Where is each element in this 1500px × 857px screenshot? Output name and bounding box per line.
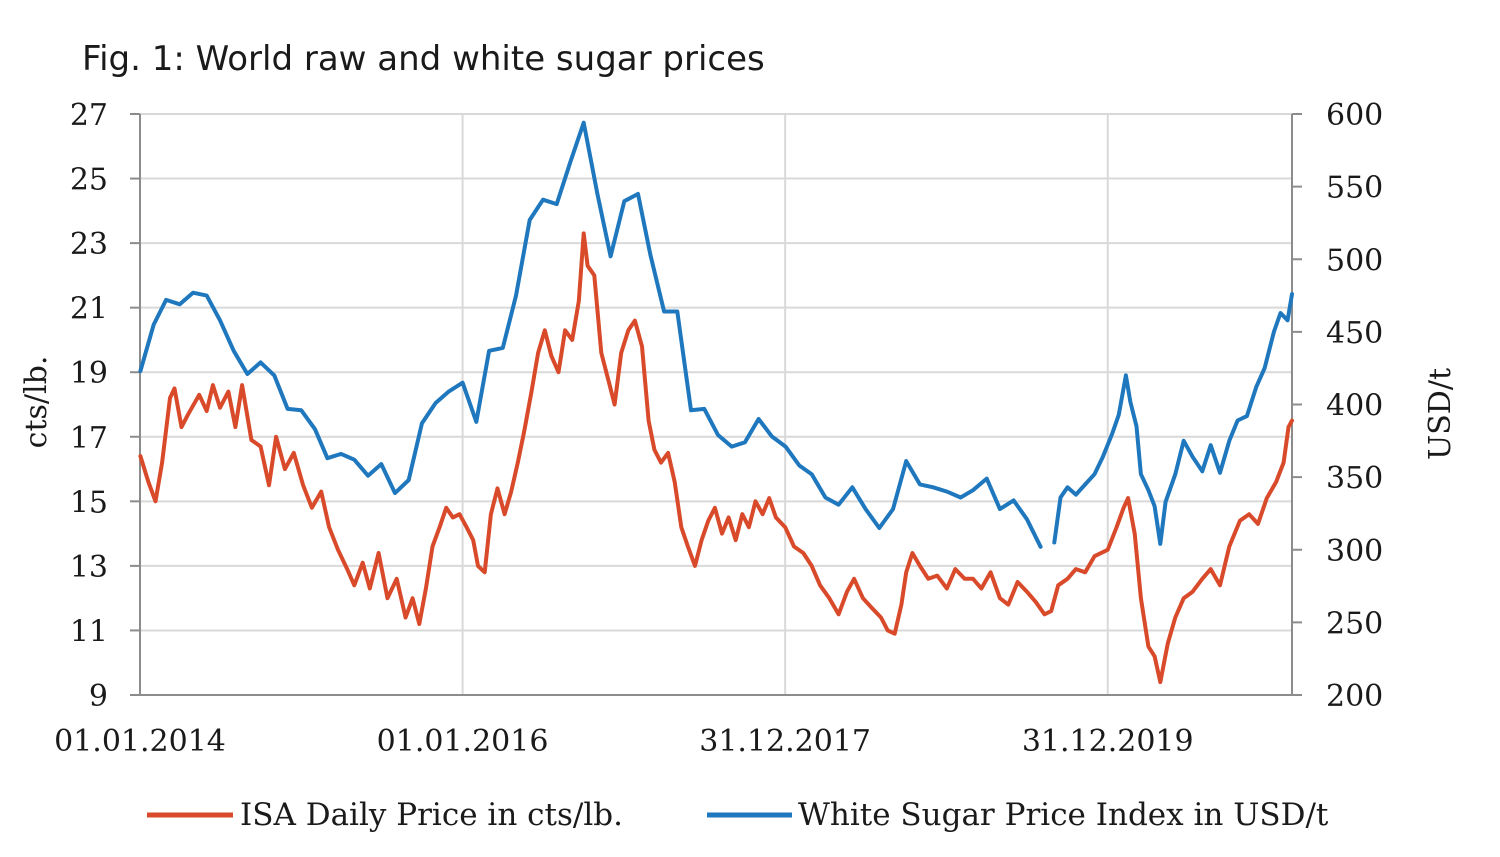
legend-label-isa: ISA Daily Price in cts/lb. bbox=[240, 797, 623, 833]
y-right-tick-label: 500 bbox=[1326, 243, 1383, 278]
y-left-tick-label: 17 bbox=[70, 421, 108, 456]
series-line-white-sugar-index bbox=[138, 120, 1294, 549]
series-line-isa-daily-price bbox=[138, 231, 1294, 685]
y-left-tick-label: 11 bbox=[70, 614, 108, 649]
x-tick-label: 01.01.2016 bbox=[377, 724, 549, 759]
y-left-tick-label: 25 bbox=[70, 163, 108, 198]
y-axis-left-label: cts/lb. bbox=[19, 356, 54, 449]
y-left-tick-label: 23 bbox=[70, 227, 108, 262]
y-left-tick-label: 27 bbox=[70, 98, 108, 133]
x-tick-label: 01.01.2014 bbox=[54, 724, 226, 759]
y-right-tick-label: 300 bbox=[1326, 534, 1383, 569]
tick-labels: 27 25 23 21 19 17 15 13 11 9 01.01.2014 01.01.2016 3… bbox=[54, 98, 1383, 759]
axes bbox=[130, 113, 1302, 696]
chart-title: Fig. 1: World raw and white sugar prices bbox=[82, 39, 765, 79]
y-right-tick-label: 400 bbox=[1326, 389, 1383, 424]
y-right-tick-label: 350 bbox=[1326, 461, 1383, 496]
x-tick-label: 31.12.2019 bbox=[1022, 724, 1194, 759]
y-left-tick-label: 15 bbox=[70, 485, 108, 520]
legend-label-white-sugar: White Sugar Price Index in USD/t bbox=[798, 797, 1329, 833]
x-tick-label: 31.12.2017 bbox=[699, 724, 871, 759]
legend: ISA Daily Price in cts/lb. White Sugar P… bbox=[147, 797, 1329, 833]
y-right-tick-label: 250 bbox=[1326, 606, 1383, 641]
y-right-tick-label: 450 bbox=[1326, 316, 1383, 351]
y-left-tick-label: 21 bbox=[70, 292, 108, 327]
y-left-tick-label: 13 bbox=[70, 550, 108, 585]
y-right-tick-label: 600 bbox=[1326, 98, 1383, 133]
y-right-tick-label: 200 bbox=[1326, 679, 1383, 714]
y-left-tick-label: 9 bbox=[89, 679, 108, 714]
y-right-tick-label: 550 bbox=[1326, 171, 1383, 206]
y-left-tick-label: 19 bbox=[70, 356, 108, 391]
series-lines bbox=[138, 120, 1294, 685]
y-axis-right-label: USD/t bbox=[1423, 368, 1458, 460]
